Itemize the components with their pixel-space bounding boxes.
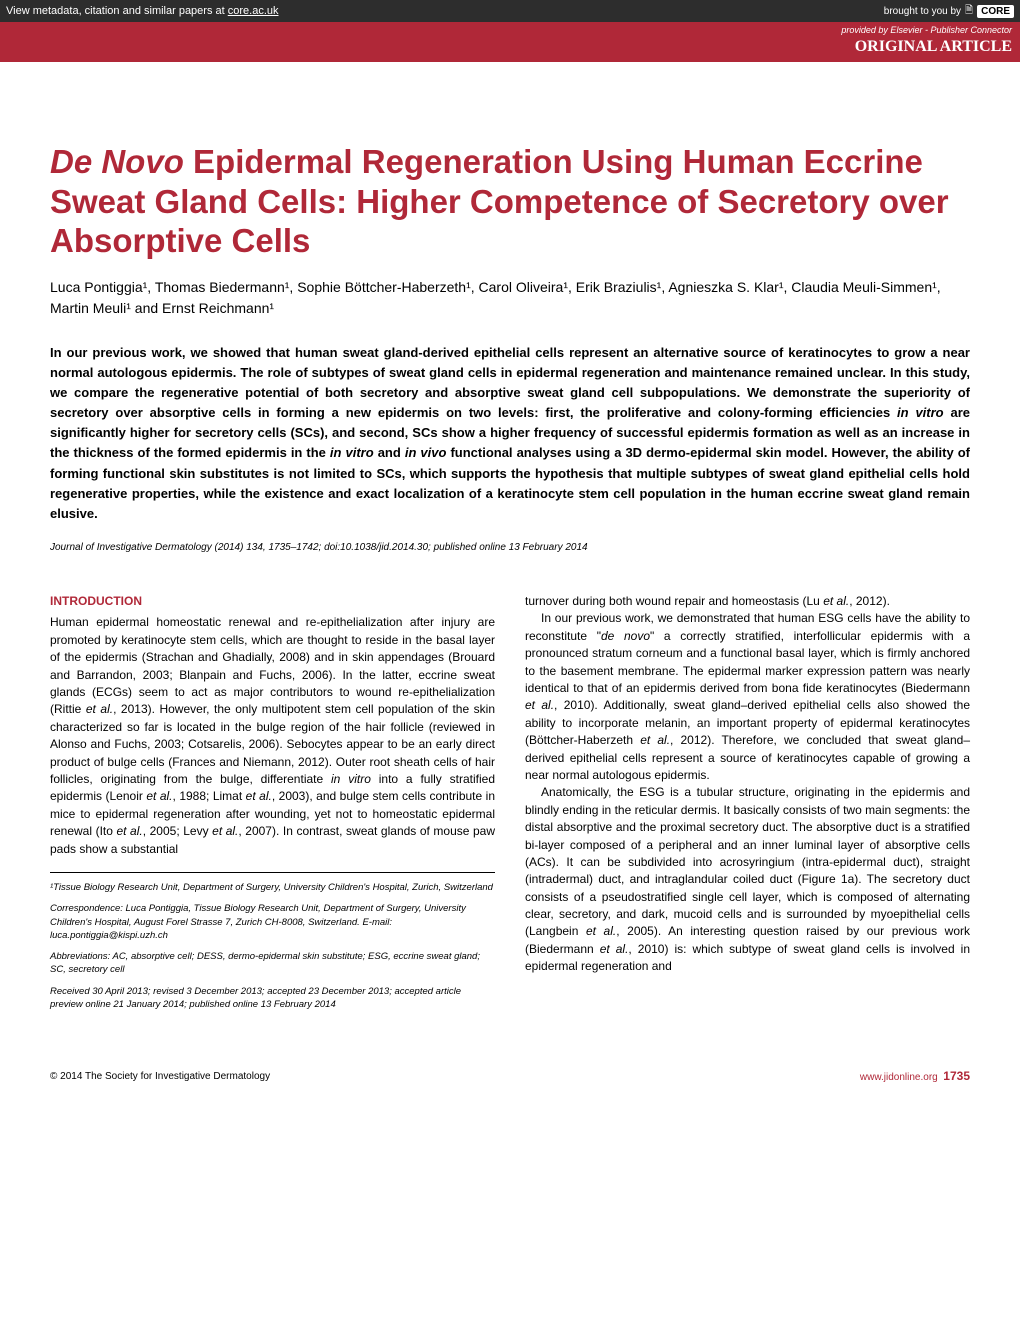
body-ital: et al. xyxy=(86,702,113,716)
body-seg: turnover during both wound repair and ho… xyxy=(525,594,823,608)
page-number: 1735 xyxy=(943,1069,970,1083)
title-italic: De Novo xyxy=(50,143,184,180)
affiliation-footnote: ¹Tissue Biology Research Unit, Departmen… xyxy=(50,881,495,894)
footer-right: www.jidonline.org 1735 xyxy=(860,1069,970,1083)
body-ital: et al. xyxy=(640,733,670,747)
received-footnote: Received 30 April 2013; revised 3 Decemb… xyxy=(50,985,495,1012)
body-seg: , 2012). xyxy=(849,594,890,608)
intro-paragraph: Human epidermal homeostatic renewal and … xyxy=(50,614,495,857)
abstract-seg: and xyxy=(374,445,405,460)
article-type-label: ORIGINAL ARTICLE xyxy=(855,38,1012,56)
body-seg: , 2005; Levy xyxy=(143,824,212,838)
page-footer: © 2014 The Society for Investigative Der… xyxy=(0,1049,1020,1107)
body-ital: et al. xyxy=(586,924,616,938)
introduction-heading: INTRODUCTION xyxy=(50,593,495,610)
footnote-divider xyxy=(50,872,495,873)
body-paragraph: In our previous work, we demonstrated th… xyxy=(525,610,970,784)
body-ital: et al. xyxy=(600,942,629,956)
body-paragraph: turnover during both wound repair and ho… xyxy=(525,593,970,610)
body-ital: et al. xyxy=(146,789,172,803)
body-paragraph: Anatomically, the ESG is a tubular struc… xyxy=(525,784,970,975)
core-icon: 🗎 xyxy=(965,3,973,20)
abbreviations-footnote: Abbreviations: AC, absorptive cell; DESS… xyxy=(50,950,495,977)
provided-by-text: provided by Elsevier - Publisher Connect… xyxy=(841,25,1012,35)
article-title: De Novo Epidermal Regeneration Using Hum… xyxy=(50,142,970,261)
abstract: In our previous work, we showed that hum… xyxy=(50,343,970,524)
body-ital: et al. xyxy=(823,594,849,608)
right-column: turnover during both wound repair and ho… xyxy=(525,593,970,1019)
title-rest: Epidermal Regeneration Using Human Eccri… xyxy=(50,143,949,259)
abstract-seg: In our previous work, we showed that hum… xyxy=(50,345,970,420)
citation-line: Journal of Investigative Dermatology (20… xyxy=(50,542,970,553)
metadata-text: View metadata, citation and similar pape… xyxy=(6,5,228,17)
body-ital: et al. xyxy=(212,824,238,838)
metadata-top-bar: View metadata, citation and similar pape… xyxy=(0,0,1020,22)
body-ital: de novo xyxy=(601,629,650,643)
core-link[interactable]: core.ac.uk xyxy=(228,5,279,17)
body-ital: et al. xyxy=(116,824,142,838)
journal-header-band: provided by Elsevier - Publisher Connect… xyxy=(0,22,1020,62)
abstract-ital: in vivo xyxy=(405,445,447,460)
journal-url: www.jidonline.org xyxy=(860,1072,938,1083)
body-ital: et al. xyxy=(246,789,272,803)
body-seg: Anatomically, the ESG is a tubular struc… xyxy=(525,785,970,938)
body-ital: in vitro xyxy=(331,772,371,786)
article-content: De Novo Epidermal Regeneration Using Hum… xyxy=(0,62,1020,1049)
core-badge: brought to you by 🗎 CORE xyxy=(884,3,1014,20)
abstract-ital: in vitro xyxy=(330,445,374,460)
body-columns: INTRODUCTION Human epidermal homeostatic… xyxy=(50,593,970,1019)
metadata-left: View metadata, citation and similar pape… xyxy=(6,5,279,17)
abstract-ital: in vitro xyxy=(897,405,944,420)
body-seg: , 1988; Limat xyxy=(173,789,246,803)
brought-by-text: brought to you by xyxy=(884,6,961,17)
author-list: Luca Pontiggia¹, Thomas Biedermann¹, Sop… xyxy=(50,277,970,319)
correspondence-footnote: Correspondence: Luca Pontiggia, Tissue B… xyxy=(50,902,495,942)
body-ital: et al. xyxy=(525,698,554,712)
copyright-text: © 2014 The Society for Investigative Der… xyxy=(50,1071,270,1082)
left-column: INTRODUCTION Human epidermal homeostatic… xyxy=(50,593,495,1019)
core-logo: CORE xyxy=(977,5,1014,18)
